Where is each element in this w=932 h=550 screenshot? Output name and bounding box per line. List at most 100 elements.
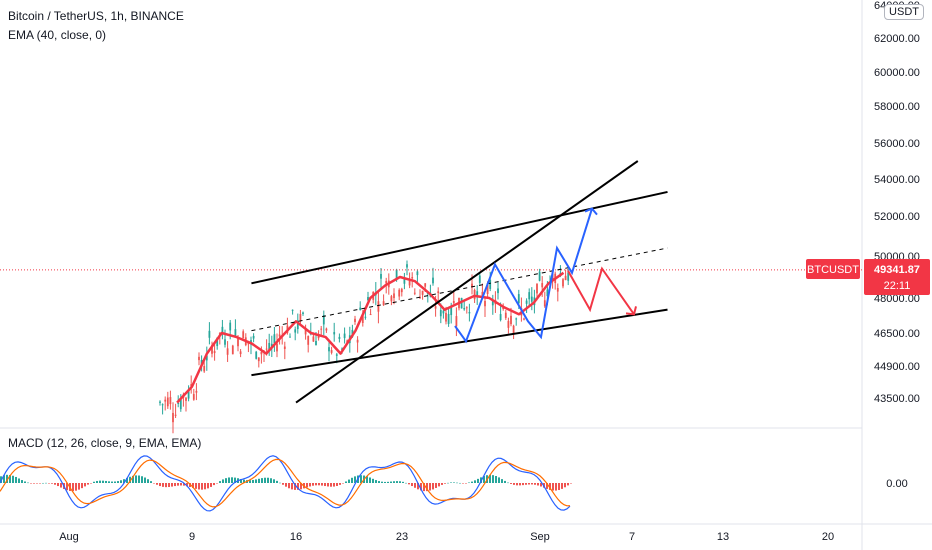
candle-body bbox=[265, 348, 268, 350]
macd-histogram-bar bbox=[240, 478, 242, 483]
candle-body bbox=[497, 288, 499, 294]
macd-histogram-bar bbox=[432, 483, 434, 490]
time-tick-label: 20 bbox=[822, 531, 834, 543]
macd-histogram-bar bbox=[171, 483, 173, 487]
macd-histogram-bar bbox=[315, 483, 317, 486]
channel-mid-line bbox=[251, 247, 668, 332]
candle-body bbox=[255, 351, 258, 359]
macd-histogram-bar bbox=[96, 480, 98, 483]
macd-histogram-bar bbox=[381, 481, 383, 483]
candle-body bbox=[476, 291, 479, 297]
candle-body bbox=[380, 273, 382, 279]
candle-body bbox=[447, 313, 450, 325]
macd-histogram-bar bbox=[369, 477, 371, 483]
macd-histogram-bar bbox=[141, 476, 143, 483]
macd-histogram-bar bbox=[330, 483, 332, 487]
macd-histogram-bar bbox=[183, 483, 185, 486]
candle-body bbox=[242, 331, 245, 339]
time-tick-label: 9 bbox=[189, 531, 195, 543]
candle-body bbox=[354, 318, 356, 323]
candle-body bbox=[510, 315, 512, 325]
macd-histogram-bar bbox=[537, 483, 539, 486]
macd-histogram-bar bbox=[252, 479, 254, 483]
candle-body bbox=[481, 291, 484, 296]
macd-histogram-bar bbox=[6, 474, 8, 483]
macd-histogram-bar bbox=[504, 480, 506, 483]
macd-histogram-bar bbox=[402, 481, 404, 483]
macd-histogram-bar bbox=[270, 478, 272, 483]
candle-body bbox=[382, 301, 385, 306]
macd-histogram-bar bbox=[420, 483, 422, 491]
candle-body bbox=[367, 297, 369, 301]
candle-body bbox=[291, 309, 294, 311]
macd-histogram-bar bbox=[75, 483, 77, 491]
candle-body bbox=[369, 314, 372, 316]
candle-body bbox=[465, 307, 468, 309]
macd-histogram-bar bbox=[273, 479, 275, 483]
candle-body bbox=[484, 300, 486, 307]
macd-histogram-bar bbox=[564, 483, 566, 488]
candle-body bbox=[411, 277, 414, 279]
red-arrowhead bbox=[625, 306, 637, 316]
ticker-tag-label: BTCUSDT bbox=[807, 264, 859, 276]
candle-body bbox=[512, 325, 515, 333]
macd-histogram-bar bbox=[378, 481, 380, 483]
macd-histogram-bar bbox=[426, 483, 428, 492]
candle-body bbox=[543, 300, 546, 307]
candle-body bbox=[205, 355, 208, 361]
price-tick-label: 43500.00 bbox=[874, 393, 920, 405]
blue-projection-path bbox=[454, 208, 593, 344]
macd-histogram-bar bbox=[492, 475, 494, 483]
macd-histogram-bar bbox=[12, 475, 14, 483]
time-tick-label: 23 bbox=[396, 531, 408, 543]
macd-histogram-bar bbox=[258, 478, 260, 483]
candle-body bbox=[211, 344, 213, 354]
macd-histogram-bar bbox=[462, 483, 464, 484]
macd-histogram-bar bbox=[321, 483, 323, 486]
macd-histogram-bar bbox=[36, 483, 38, 484]
macd-histogram-bar bbox=[552, 483, 554, 491]
time-tick-label: Sep bbox=[530, 531, 550, 543]
macd-histogram-bar bbox=[384, 481, 386, 483]
candle-body bbox=[471, 283, 473, 288]
candle-body bbox=[385, 280, 388, 284]
bar-countdown: 22:11 bbox=[884, 280, 911, 292]
macd-histogram-bar bbox=[24, 481, 26, 483]
macd-histogram-bar bbox=[399, 481, 401, 483]
candle-body bbox=[299, 313, 302, 321]
time-tick-label: 7 bbox=[629, 531, 635, 543]
currency-badge[interactable]: USDT bbox=[884, 4, 924, 20]
macd-histogram-bar bbox=[213, 483, 215, 486]
candle-body bbox=[400, 288, 403, 293]
candle-body bbox=[247, 342, 250, 345]
macd-histogram-bar bbox=[279, 482, 281, 484]
candle-body bbox=[398, 289, 401, 297]
macd-histogram-bar bbox=[294, 483, 296, 490]
candle-body bbox=[567, 272, 570, 281]
macd-histogram-bar bbox=[441, 483, 443, 485]
macd-histogram-bar bbox=[255, 479, 257, 483]
candle-body bbox=[252, 335, 255, 339]
macd-histogram-bar bbox=[456, 482, 458, 484]
candle-body bbox=[434, 306, 437, 309]
candle-body bbox=[216, 337, 219, 347]
candle-body bbox=[408, 280, 411, 286]
macd-histogram-bar bbox=[372, 478, 374, 483]
candle-body bbox=[473, 289, 476, 300]
candle-body bbox=[530, 296, 533, 302]
candle-body bbox=[260, 351, 263, 355]
macd-histogram-bar bbox=[390, 481, 392, 483]
channel-lower-line bbox=[251, 308, 668, 377]
macd-histogram-bar bbox=[495, 476, 497, 483]
macd-histogram-bar bbox=[306, 483, 308, 488]
macd-histogram-bar bbox=[3, 475, 5, 483]
candle-body bbox=[294, 329, 297, 333]
macd-histogram-bar bbox=[312, 483, 314, 486]
candle-body bbox=[413, 292, 416, 294]
macd-histogram-bar bbox=[360, 475, 362, 483]
macd-histogram-bar bbox=[351, 477, 353, 483]
macd-histogram-bar bbox=[132, 475, 134, 483]
macd-histogram-bar bbox=[429, 483, 431, 491]
macd-histogram-bar bbox=[339, 483, 341, 485]
macd-histogram-bar bbox=[477, 478, 479, 483]
